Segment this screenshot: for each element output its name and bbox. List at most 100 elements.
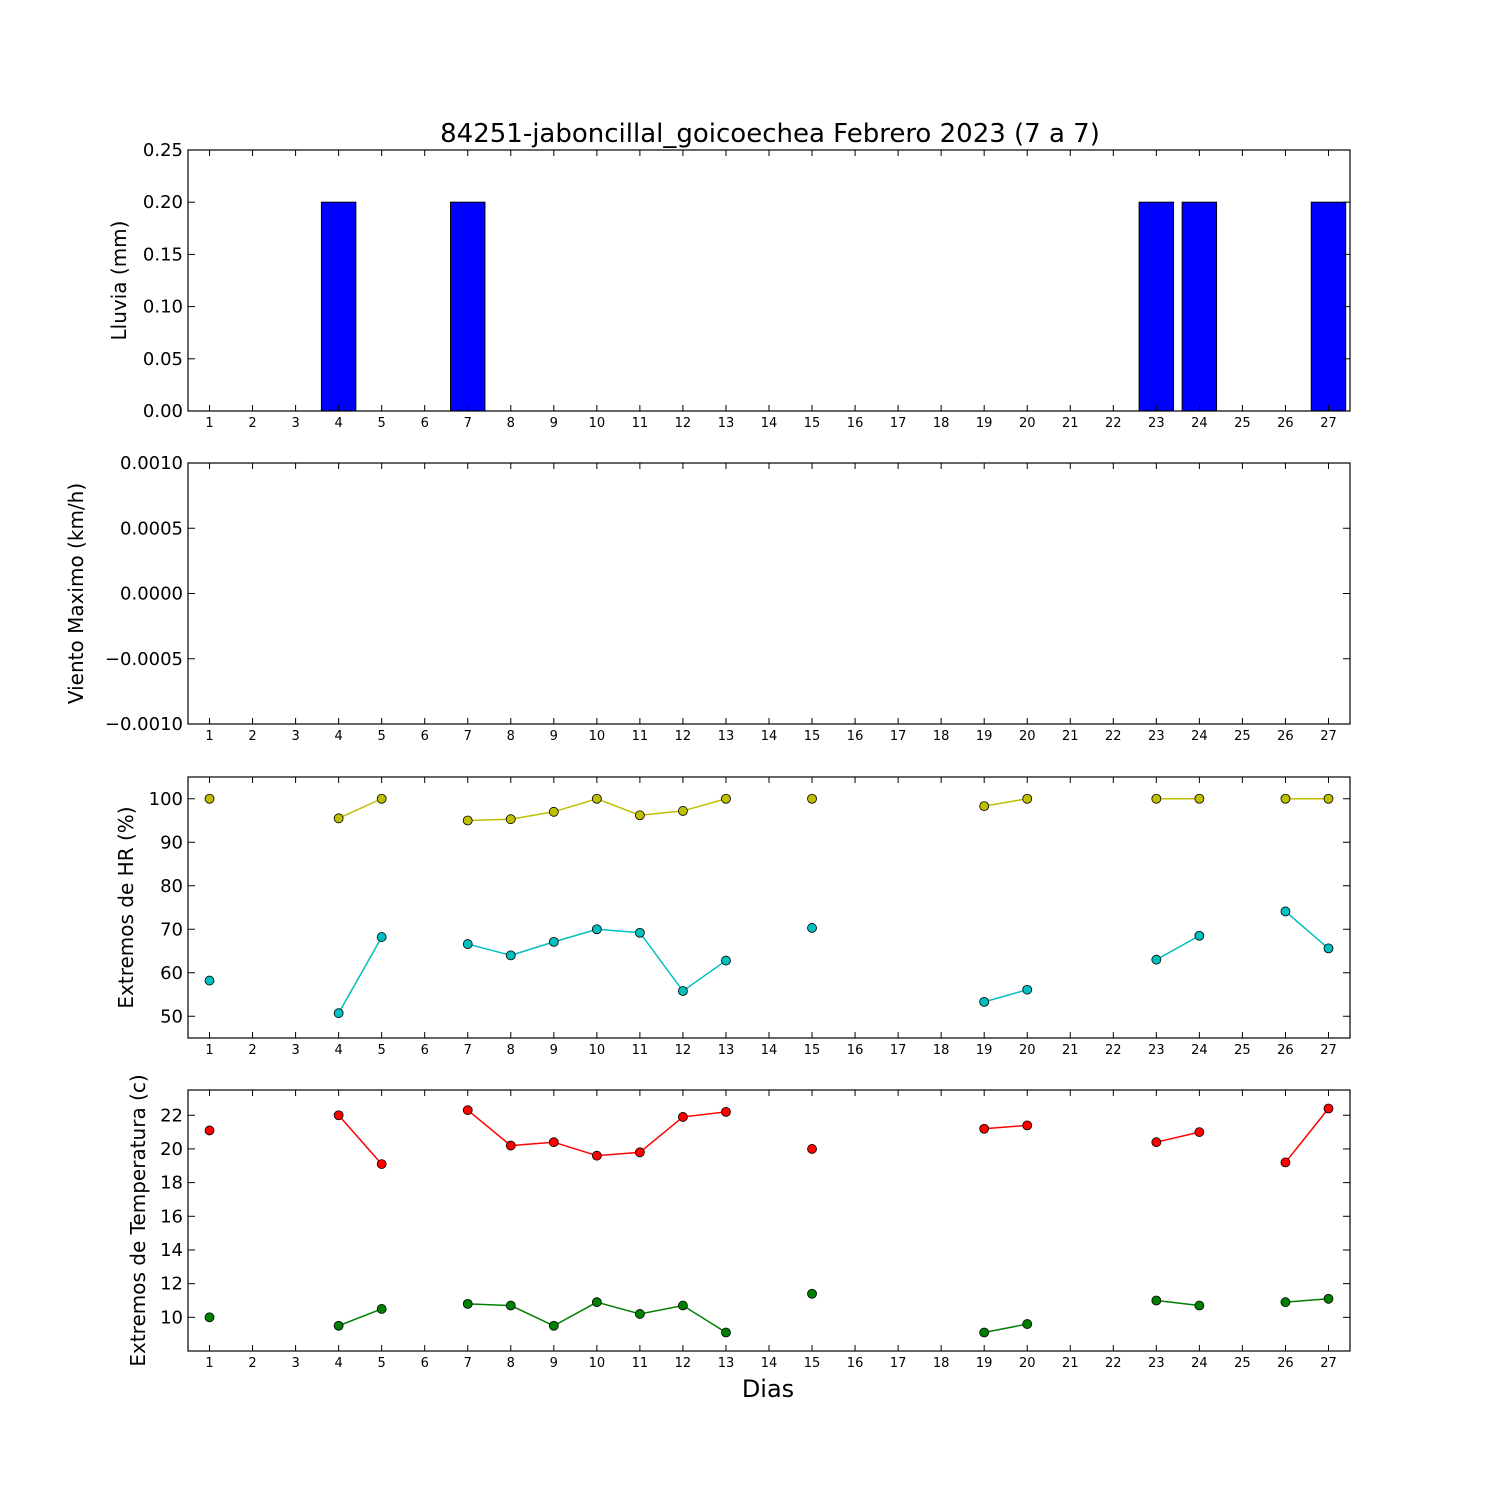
humidity-ytick-label: 90	[160, 832, 183, 853]
humidity-series-0-point-day-11	[634, 810, 645, 821]
temperature-xtick-label: 10	[589, 1356, 606, 1371]
temperature-series-0-point-day-8	[505, 1140, 516, 1151]
humidity-xtick-label: 13	[718, 1043, 735, 1058]
temperature-series-1-point-day-9	[548, 1320, 559, 1331]
rain-xtick-label: 16	[847, 416, 864, 431]
humidity-ytick-label: 50	[160, 1006, 183, 1027]
rain-ytick-label: 0.25	[143, 140, 183, 161]
rain-xtick-label: 10	[589, 416, 606, 431]
wind-xtick-label: 21	[1062, 729, 1079, 744]
wind-xtick-label: 25	[1234, 729, 1251, 744]
humidity-xtick-label: 12	[675, 1043, 692, 1058]
temperature-series-0-point-day-7	[462, 1105, 473, 1116]
rain-panel: 0.000.050.100.150.200.251 2 3 4 5 6 7 8 9 10 11 12 1…	[107, 140, 1351, 431]
wind-xtick-label: 12	[675, 729, 692, 744]
temperature-series-1-line	[338, 1308, 382, 1327]
temperature-series-1-point-day-8	[505, 1300, 516, 1311]
temperature-series-0-point-day-10	[591, 1150, 602, 1161]
temperature-series-0-point-day-26	[1280, 1157, 1291, 1168]
temperature-xtick-label: 5	[378, 1356, 386, 1371]
humidity-series-0-point-day-7	[462, 815, 473, 826]
wind-ytick-label: 0.0010	[120, 453, 183, 474]
temperature-xtick-label: 14	[761, 1356, 778, 1371]
temperature-series-0-point-day-15	[807, 1144, 817, 1154]
temperature-xtick-label: 16	[847, 1356, 864, 1371]
humidity-xtick-label: 21	[1062, 1043, 1079, 1058]
humidity-series-1-point-day-11	[634, 927, 645, 938]
humidity-ytick-label: 80	[160, 876, 183, 897]
temperature-ytick-label: 16	[160, 1206, 183, 1227]
wind-y-axis-label: Viento Maximo (km/h)	[64, 483, 88, 704]
wind-xtick-label: 23	[1148, 729, 1165, 744]
temperature-series-1-point-day-23	[1151, 1295, 1162, 1306]
temperature-ytick-label: 18	[160, 1173, 183, 1194]
rain-xtick-label: 18	[933, 416, 950, 431]
humidity-xtick-label: 16	[847, 1043, 864, 1058]
humidity-xtick-label: 14	[761, 1043, 778, 1058]
rain-xtick-label: 6	[421, 416, 429, 431]
temperature-series-0-point-day-9	[548, 1137, 559, 1148]
wind-ytick-label: −0.0005	[105, 649, 183, 670]
temperature-ytick-label: 14	[160, 1240, 183, 1261]
temperature-series-1-point-day-13	[721, 1327, 731, 1338]
humidity-series-1-point-day-23	[1151, 954, 1162, 965]
rain-xtick-label: 1	[205, 416, 213, 431]
temperature-xtick-label: 26	[1277, 1356, 1294, 1371]
rain-xtick-label: 25	[1234, 416, 1251, 431]
humidity-xtick-label: 22	[1105, 1043, 1122, 1058]
temperature-xtick-label: 7	[464, 1356, 472, 1371]
temperature-series-0-line	[1156, 1131, 1200, 1143]
humidity-series-1-point-day-27	[1323, 943, 1334, 954]
temperature-series-0-point-day-24	[1194, 1127, 1205, 1137]
humidity-ytick-label: 60	[160, 963, 183, 984]
wind-xtick-label: 27	[1320, 729, 1337, 744]
wind-xtick-label: 10	[589, 729, 606, 744]
temperature-series-0-point-day-19	[979, 1123, 990, 1134]
rain-bar-day-27	[1310, 201, 1347, 412]
temperature-xtick-label: 8	[507, 1356, 515, 1371]
humidity-xtick-label: 27	[1320, 1043, 1337, 1058]
humidity-series-1-point-day-5	[376, 932, 387, 942]
temperature-xtick-label: 9	[550, 1356, 558, 1371]
humidity-xtick-label: 5	[378, 1043, 386, 1058]
temperature-series-1-point-day-15	[807, 1288, 817, 1299]
humidity-xtick-label: 1	[205, 1043, 213, 1058]
temperature-series-0-point-day-4	[333, 1110, 344, 1121]
rain-ytick-label: 0.05	[143, 349, 183, 370]
temperature-series-0-point-day-12	[678, 1112, 688, 1122]
wind-xtick-label: 17	[890, 729, 907, 744]
temperature-series-0-point-day-20	[1022, 1120, 1033, 1131]
temperature-series-0-point-day-1	[204, 1125, 215, 1136]
temperature-series-1-point-day-5	[376, 1304, 387, 1314]
temperature-xtick-label: 22	[1105, 1356, 1122, 1371]
humidity-series-0-point-day-8	[505, 814, 516, 825]
temperature-xtick-label: 19	[976, 1356, 993, 1371]
temperature-ytick-label: 12	[160, 1274, 183, 1295]
temperature-xtick-label: 21	[1062, 1356, 1079, 1371]
temperature-xtick-label: 17	[890, 1356, 907, 1371]
rain-xtick-label: 14	[761, 416, 778, 431]
humidity-xtick-label: 10	[589, 1043, 606, 1058]
wind-xtick-label: 13	[718, 729, 735, 744]
humidity-series-0-point-day-23	[1151, 793, 1162, 804]
temperature-series-1-line	[984, 1323, 1028, 1334]
wind-xtick-label: 1	[205, 729, 213, 744]
humidity-series-1-point-day-13	[721, 955, 731, 966]
temperature-series-1-point-day-10	[591, 1297, 602, 1308]
temperature-xtick-label: 20	[1019, 1356, 1036, 1371]
humidity-series-1-point-day-9	[548, 936, 559, 947]
rain-xtick-label: 12	[675, 416, 692, 431]
humidity-xtick-label: 8	[507, 1043, 515, 1058]
chart-title: 84251-jaboncillal_goicoechea Febrero 202…	[440, 119, 1100, 149]
temperature-xtick-label: 27	[1320, 1356, 1337, 1371]
humidity-xtick-label: 24	[1191, 1043, 1208, 1058]
rain-bar-day-23	[1138, 201, 1175, 412]
wind-xtick-label: 6	[421, 729, 429, 744]
humidity-series-1-line	[337, 936, 383, 1014]
humidity-series-0-line	[984, 798, 1028, 807]
humidity-series-0-point-day-12	[678, 806, 688, 816]
temperature-series-0-point-day-23	[1151, 1137, 1162, 1148]
temperature-xtick-label: 25	[1234, 1356, 1251, 1371]
